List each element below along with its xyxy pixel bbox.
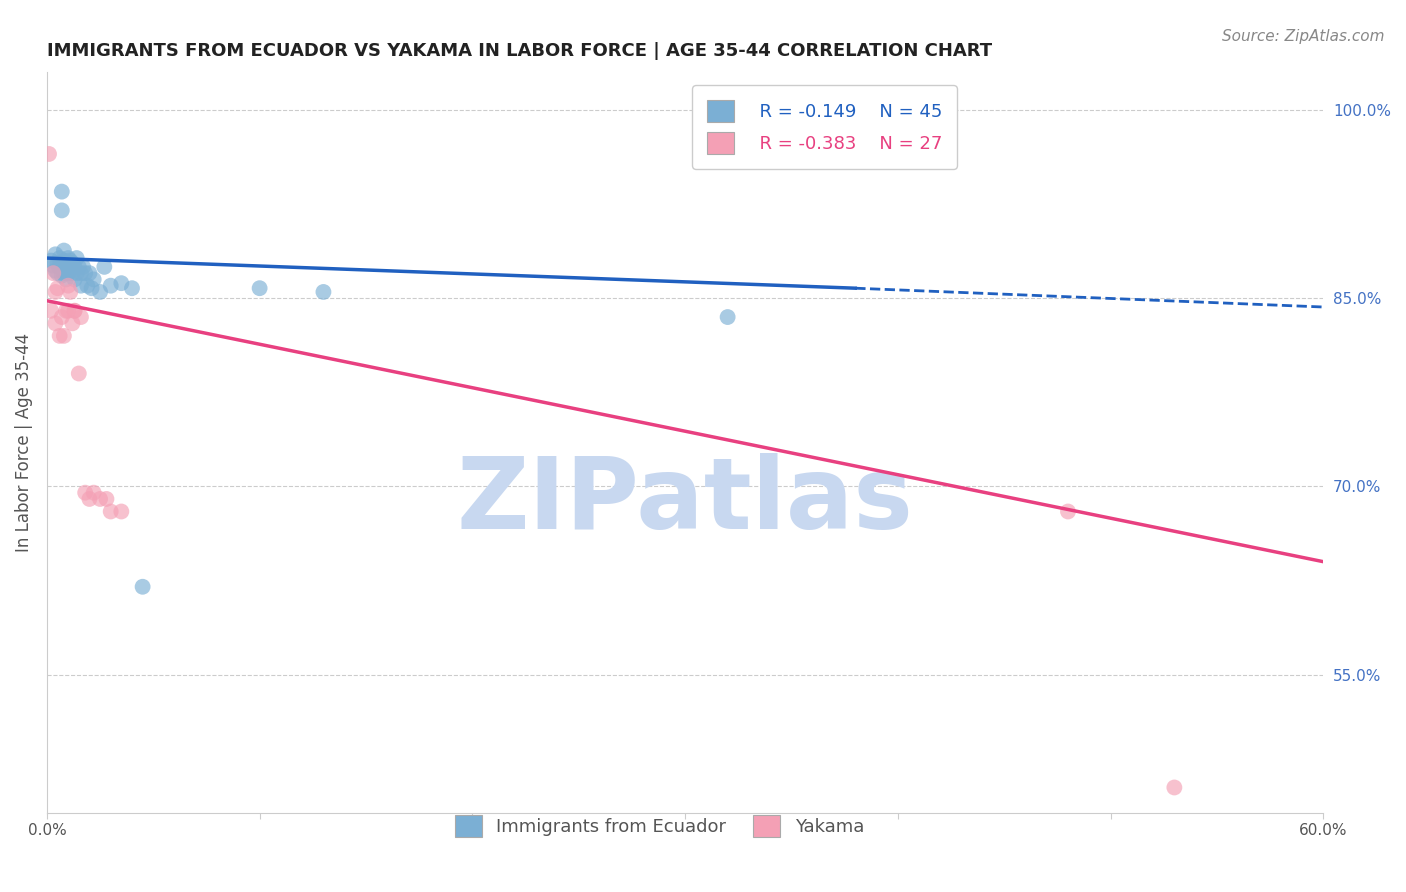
- Point: [59, 260, 82, 274]
- Point: [52, 329, 75, 343]
- Point: [1163, 780, 1185, 795]
- Point: [44, 316, 66, 330]
- Point: [70, 310, 93, 324]
- Point: [39, 253, 62, 268]
- Point: [89, 285, 111, 299]
- Point: [89, 491, 111, 506]
- Point: [67, 367, 90, 381]
- Point: [96, 491, 118, 506]
- Point: [121, 281, 143, 295]
- Point: [83, 485, 105, 500]
- Point: [48, 251, 70, 265]
- Point: [51, 185, 73, 199]
- Point: [79, 491, 101, 506]
- Point: [93, 260, 115, 274]
- Y-axis label: In Labor Force | Age 35-44: In Labor Force | Age 35-44: [15, 333, 32, 552]
- Point: [72, 260, 94, 274]
- Point: [56, 251, 79, 265]
- Point: [55, 303, 77, 318]
- Text: Source: ZipAtlas.com: Source: ZipAtlas.com: [1222, 29, 1385, 44]
- Point: [51, 268, 73, 283]
- Point: [56, 266, 79, 280]
- Point: [48, 329, 70, 343]
- Point: [63, 260, 86, 274]
- Point: [1057, 504, 1080, 518]
- Point: [63, 272, 86, 286]
- Point: [100, 278, 122, 293]
- Point: [52, 253, 75, 268]
- Point: [44, 285, 66, 299]
- Point: [52, 266, 75, 280]
- Point: [70, 266, 93, 280]
- Point: [312, 285, 335, 299]
- Point: [48, 260, 70, 274]
- Point: [83, 272, 105, 286]
- Point: [52, 244, 75, 258]
- Point: [55, 272, 77, 286]
- Point: [63, 303, 86, 318]
- Point: [66, 251, 89, 265]
- Point: [62, 256, 84, 270]
- Point: [46, 281, 69, 295]
- Point: [80, 281, 103, 295]
- Point: [70, 278, 93, 293]
- Point: [66, 266, 89, 280]
- Point: [42, 266, 65, 280]
- Legend: Immigrants from Ecuador, Yakama: Immigrants from Ecuador, Yakama: [447, 808, 872, 844]
- Point: [131, 580, 153, 594]
- Point: [46, 266, 69, 280]
- Point: [59, 285, 82, 299]
- Text: IMMIGRANTS FROM ECUADOR VS YAKAMA IN LABOR FORCE | AGE 35-44 CORRELATION CHART: IMMIGRANTS FROM ECUADOR VS YAKAMA IN LAB…: [46, 42, 993, 60]
- Point: [39, 303, 62, 318]
- Point: [46, 256, 69, 270]
- Point: [63, 303, 86, 318]
- Point: [51, 203, 73, 218]
- Point: [42, 259, 65, 273]
- Text: ZIPatlas: ZIPatlas: [457, 453, 914, 550]
- Point: [56, 256, 79, 270]
- Point: [100, 504, 122, 518]
- Point: [56, 278, 79, 293]
- Point: [76, 278, 98, 293]
- Point: [55, 260, 77, 274]
- Point: [44, 247, 66, 261]
- Point: [717, 310, 740, 324]
- Point: [110, 276, 132, 290]
- Point: [75, 485, 97, 500]
- Point: [44, 263, 66, 277]
- Point: [79, 266, 101, 280]
- Point: [75, 266, 97, 280]
- Point: [38, 147, 60, 161]
- Point: [249, 281, 271, 295]
- Point: [62, 266, 84, 280]
- Point: [51, 310, 73, 324]
- Point: [56, 303, 79, 318]
- Point: [59, 253, 82, 268]
- Point: [110, 504, 132, 518]
- Point: [62, 316, 84, 330]
- Point: [67, 260, 90, 274]
